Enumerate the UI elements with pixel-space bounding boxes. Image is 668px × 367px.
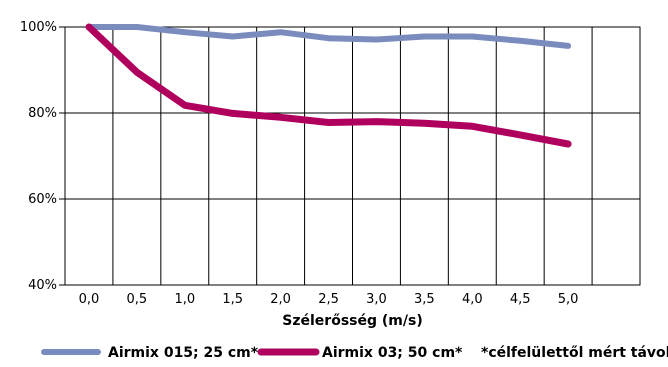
series-line-airmix-03 xyxy=(85,23,572,148)
x-tick-label: 5,0 xyxy=(558,292,579,307)
legend: Airmix 015; 25 cm* Airmix 03; 50 cm* *cé… xyxy=(41,345,668,361)
y-tick-label: 60% xyxy=(28,192,57,207)
x-tick-label: 4,0 xyxy=(462,292,483,307)
series-lines xyxy=(85,23,572,148)
y-tick-label: 100% xyxy=(20,20,57,35)
plot-area: 40% 60% 80% 100% 0,0 0,5 1,0 1,5 2,0 2,5 3,0 3,5 4,… xyxy=(20,20,641,307)
grid-lines xyxy=(59,26,640,286)
x-tick-label: 1,5 xyxy=(222,292,243,307)
x-tick-label: 2,5 xyxy=(318,292,339,307)
x-axis-ticks: 0,0 0,5 1,0 1,5 2,0 2,5 3,0 3,5 4,0 4,5 5,0 xyxy=(79,292,579,307)
x-tick-label: 0,0 xyxy=(79,292,100,307)
distance-footnote: *célfelülettől mért távolság xyxy=(481,345,668,361)
legend-label-airmix-015: Airmix 015; 25 cm* xyxy=(108,345,259,361)
x-tick-label: 4,5 xyxy=(510,292,531,307)
x-tick-label: 2,0 xyxy=(270,292,291,307)
x-tick-label: 3,5 xyxy=(414,292,435,307)
y-tick-label: 40% xyxy=(28,278,57,293)
y-tick-label: 80% xyxy=(28,106,57,121)
x-tick-label: 0,5 xyxy=(127,292,148,307)
y-axis-ticks: 40% 60% 80% 100% xyxy=(20,20,57,293)
x-tick-label: 1,0 xyxy=(174,292,195,307)
x-axis-title: Szélerősség (m/s) xyxy=(282,313,422,329)
legend-label-airmix-03: Airmix 03; 50 cm* xyxy=(322,345,463,361)
series-line-airmix-015 xyxy=(86,24,572,49)
x-tick-label: 3,0 xyxy=(366,292,387,307)
